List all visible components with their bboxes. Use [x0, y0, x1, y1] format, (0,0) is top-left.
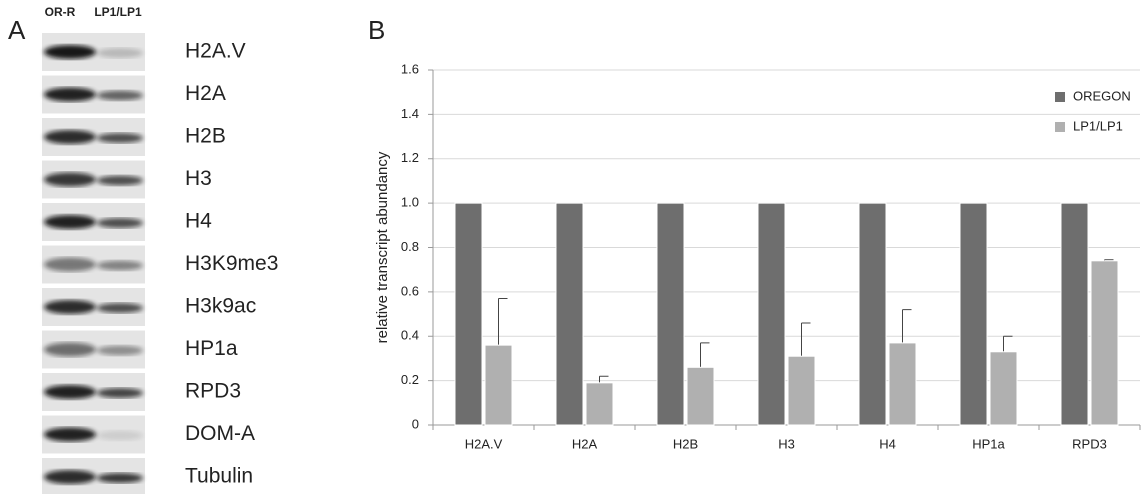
- panel-label: B: [368, 15, 385, 45]
- blot-band: [97, 176, 143, 186]
- blots: H2A.V H2A H2B H3 H4 H3K9me3 H3k9ac HP1a RPD3 DOM-…: [42, 33, 278, 494]
- bar: [586, 383, 613, 425]
- error-bar: [802, 323, 811, 356]
- blot-band: [97, 303, 143, 313]
- blot-band: [44, 385, 96, 399]
- bar: [455, 203, 482, 425]
- bar: [788, 356, 815, 425]
- blot-band: [44, 45, 96, 59]
- blot-band: [97, 388, 143, 398]
- bar: [1061, 203, 1088, 425]
- panel-label: A: [8, 15, 26, 45]
- legend-label: OREGON: [1073, 88, 1131, 103]
- error-bar: [1004, 336, 1013, 352]
- blot-band: [44, 173, 96, 187]
- blot-label: DOM-A: [185, 422, 255, 445]
- x-tick-label: RPD3: [1072, 436, 1107, 451]
- x-tick-label: H3: [778, 436, 795, 451]
- blot-band: [44, 470, 96, 484]
- bar: [657, 203, 684, 425]
- figure: A OR-R LP1/LP1 B H2A.VH2AH2BH3H4H3K9me3H…: [0, 0, 1145, 494]
- blot-band: [97, 473, 143, 483]
- legend-swatch: [1055, 92, 1065, 102]
- blot-band: [44, 88, 96, 102]
- y-tick-label: 0.2: [401, 372, 419, 387]
- blot-label: H2A.V: [185, 40, 246, 63]
- chart: relative transcript abundancy 0 0.2 0.4 0.6 0…: [374, 61, 1140, 451]
- bar: [889, 343, 916, 425]
- y-tick-label: 0.6: [401, 283, 419, 298]
- blot-band: [44, 300, 96, 314]
- y-tick-label: 0: [412, 416, 419, 431]
- blot-band: [97, 346, 143, 356]
- bar: [1091, 261, 1118, 425]
- bar: [485, 345, 512, 425]
- error-bar: [600, 376, 609, 383]
- blot-label: H3k9ac: [185, 295, 256, 318]
- blot-label: H4: [185, 210, 212, 233]
- x-tick-label: H2B: [673, 436, 698, 451]
- legend-swatch: [1055, 122, 1065, 132]
- error-bar: [701, 343, 710, 367]
- x-tick-label: H4: [879, 436, 896, 451]
- blot-band: [44, 258, 96, 272]
- blot-band: [44, 343, 96, 357]
- blot-band: [97, 431, 143, 441]
- x-tick-label: H2A.V: [465, 436, 503, 451]
- blot-label: Tubulin: [185, 465, 253, 488]
- y-tick-label: 1.6: [401, 61, 419, 76]
- blot-band: [97, 133, 143, 143]
- blot-label: H2A: [185, 82, 226, 105]
- column-header: OR-R: [45, 5, 76, 19]
- y-axis-label: relative transcript abundancy: [374, 151, 391, 343]
- blot-band: [44, 130, 96, 144]
- blot-band: [97, 261, 143, 271]
- bar: [960, 203, 987, 425]
- blot-label: RPD3: [185, 380, 241, 403]
- y-tick-label: 1.0: [401, 195, 419, 210]
- blot-band: [97, 218, 143, 228]
- legend-label: LP1/LP1: [1073, 118, 1123, 133]
- error-bar: [903, 310, 912, 343]
- y-tick-label: 1.2: [401, 150, 419, 165]
- blot-label: H3K9me3: [185, 252, 278, 275]
- x-tick-label: H2A: [572, 436, 598, 451]
- blot-label: H3: [185, 167, 212, 190]
- blot-label: H2B: [185, 125, 226, 148]
- y-tick-label: 0.8: [401, 239, 419, 254]
- y-tick-label: 1.4: [401, 106, 419, 121]
- blot-band: [44, 215, 96, 229]
- bar: [556, 203, 583, 425]
- blot-band: [97, 48, 143, 58]
- x-tick-label: HP1a: [972, 436, 1005, 451]
- blot-label: HP1a: [185, 337, 238, 360]
- blot-band: [44, 428, 96, 442]
- column-header: LP1/LP1: [94, 5, 142, 19]
- y-tick-label: 0.4: [401, 328, 419, 343]
- bar: [687, 367, 714, 425]
- bar: [859, 203, 886, 425]
- error-bar: [499, 299, 508, 346]
- bar: [758, 203, 785, 425]
- bar: [990, 352, 1017, 425]
- blot-band: [97, 91, 143, 101]
